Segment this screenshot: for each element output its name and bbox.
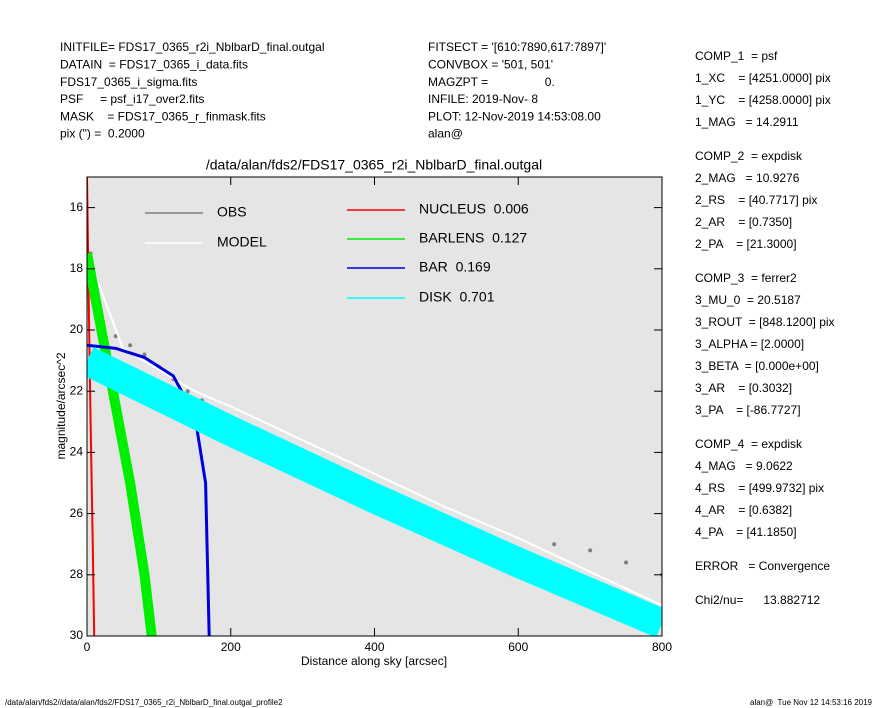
obs-point	[128, 343, 133, 348]
param-line: 1_XC = [4251.0000] pix	[695, 71, 831, 85]
header-line: INITFILE= FDS17_0365_r2i_NblbarD_final.o…	[60, 40, 324, 54]
header-line: FITSECT = '[610:7890,617:7897]'	[428, 40, 606, 54]
legend-label: BAR 0.169	[419, 259, 491, 275]
param-line: 3_AR = [0.3032]	[695, 381, 792, 395]
param-line: 4_PA = [41.1850]	[695, 525, 797, 539]
obs-point	[624, 560, 629, 565]
profile-line	[87, 252, 157, 636]
param-line: 3_BETA = [0.000e+00]	[695, 359, 819, 373]
header-line: DATAIN = FDS17_0365_i_data.fits	[60, 57, 248, 71]
param-line: COMP_2 = expdisk	[695, 149, 803, 163]
param-line: COMP_3 = ferrer2	[695, 271, 797, 285]
obs-point	[142, 352, 147, 357]
y-tick-label: 18	[70, 261, 84, 275]
obs-point	[588, 548, 593, 553]
profile-line	[87, 343, 211, 636]
param-line: 4_MAG = 9.0622	[695, 459, 793, 473]
header-line: CONVBOX = '501, 501'	[428, 57, 553, 71]
legend-label: OBS	[217, 204, 247, 220]
legend-label: NUCLEUS 0.006	[419, 201, 529, 217]
header-line: PSF = psf_i17_over2.fits	[60, 92, 204, 106]
obs-point	[552, 542, 557, 547]
legend-label: MODEL	[217, 234, 267, 250]
y-tick-label: 16	[70, 200, 84, 214]
x-tick-label: 800	[652, 640, 672, 654]
obs-point	[113, 334, 118, 339]
header-line: MAGZPT = 0.	[428, 75, 555, 89]
param-line: 3_ALPHA = [2.0000]	[695, 337, 804, 351]
param-line: ERROR = Convergence	[695, 559, 830, 573]
param-line: 4_AR = [0.6382]	[695, 503, 792, 517]
param-line: 4_RS = [499.9732] pix	[695, 481, 824, 495]
header-line: alan@	[428, 127, 463, 141]
legend-label: DISK 0.701	[419, 289, 495, 305]
footer-right: alan@ Tue Nov 12 14:53:16 2019	[750, 698, 873, 707]
y-tick-label: 24	[70, 445, 84, 459]
legend-label: BARLENS 0.127	[419, 230, 527, 246]
y-tick-label: 20	[70, 322, 84, 336]
param-line: 2_MAG = 10.9276	[695, 171, 800, 185]
param-line: Chi2/nu= 13.882712	[695, 593, 820, 607]
param-line: COMP_4 = expdisk	[695, 437, 803, 451]
header-line: PLOT: 12-Nov-2019 14:53:08.00	[428, 109, 601, 123]
y-tick-label: 28	[70, 567, 84, 581]
profile-line	[87, 253, 662, 607]
param-line: 2_PA = [21.3000]	[695, 237, 797, 251]
param-line: 3_ROUT = [848.1200] pix	[695, 315, 835, 329]
param-line: 3_PA = [-86.7727]	[695, 403, 801, 417]
x-tick-label: 400	[364, 640, 384, 654]
y-axis-label: magnitude/arcsec^2	[54, 352, 68, 459]
param-line: 1_MAG = 14.2911	[695, 115, 799, 129]
header-line: pix (") = 0.2000	[60, 127, 145, 141]
x-axis-label: Distance along sky [arcsec]	[301, 654, 447, 668]
profile-line	[87, 347, 662, 636]
param-line: 1_YC = [4258.0000] pix	[695, 93, 831, 107]
param-line: 3_MU_0 = 20.5187	[695, 293, 801, 307]
header-line: MASK = FDS17_0365_r_finmask.fits	[60, 109, 266, 123]
param-line: COMP_1 = psf	[695, 49, 778, 63]
param-line: 2_AR = [0.7350]	[695, 215, 792, 229]
x-tick-label: 0	[84, 640, 91, 654]
param-line: 2_RS = [40.7717] pix	[695, 193, 817, 207]
y-tick-label: 26	[70, 506, 84, 520]
header-line: FDS17_0365_i_sigma.fits	[60, 75, 197, 89]
y-tick-label: 30	[70, 628, 84, 642]
x-tick-label: 200	[221, 640, 241, 654]
obs-point	[185, 389, 190, 394]
chart-title: /data/alan/fds2/FDS17_0365_r2i_NblbarD_f…	[206, 157, 542, 173]
y-tick-label: 22	[70, 383, 84, 397]
header-line: INFILE: 2019-Nov- 8	[428, 92, 538, 106]
footer-left: /data/alan/fds2//data/alan/fds2/FDS17_03…	[5, 698, 283, 707]
x-tick-label: 600	[508, 640, 528, 654]
